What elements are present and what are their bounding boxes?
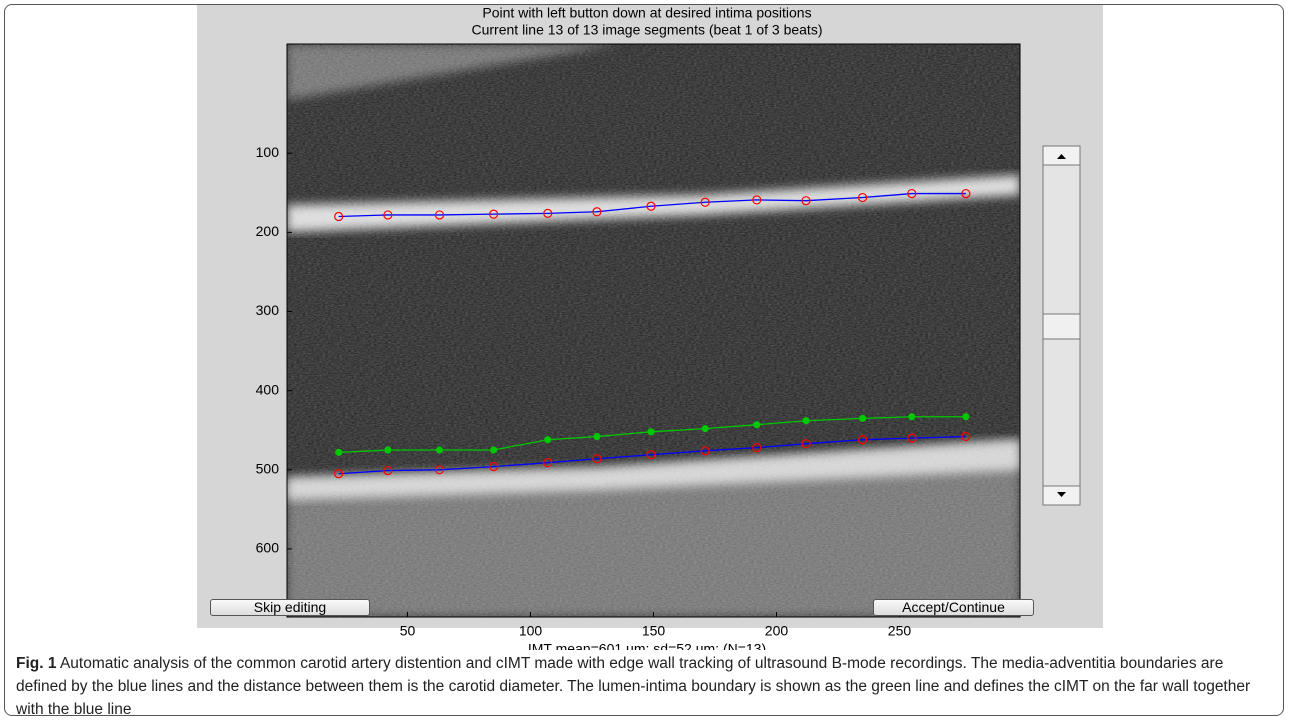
boundary-point <box>384 446 392 454</box>
caption-text: Automatic analysis of the common carotid… <box>16 655 1251 718</box>
boundary-point <box>489 462 499 472</box>
x-axis-label: IMT mean=601 um; sd=52 um; (N=13) <box>528 641 766 650</box>
y-tick-label: 500 <box>256 460 280 476</box>
boundary-point <box>802 417 810 425</box>
boundary-point <box>434 210 445 220</box>
figure-caption: Fig. 1 Automatic analysis of the common … <box>16 652 1278 721</box>
boundary-point <box>544 436 552 444</box>
y-tick-label: 300 <box>256 302 280 318</box>
y-tick-label: 400 <box>256 381 280 397</box>
x-tick-label: 200 <box>765 623 789 639</box>
boundary-point <box>646 201 656 211</box>
boundary-line <box>338 435 966 475</box>
figure-label: Fig. 1 <box>16 655 57 672</box>
boundary-point <box>700 446 710 456</box>
scrollbar[interactable] <box>1042 145 1081 506</box>
boundary-point <box>908 413 916 421</box>
boundary-point <box>752 443 762 453</box>
boundary-point <box>700 197 710 207</box>
figure-frame <box>4 4 1284 716</box>
boundary-point <box>435 446 444 454</box>
boundary-point <box>752 195 762 205</box>
y-tick-label: 100 <box>256 144 280 160</box>
skip-editing-button[interactable]: Skip editing <box>210 599 370 616</box>
boundary-point <box>489 209 499 219</box>
boundary-point <box>646 450 656 460</box>
chart-subtitle: Current line 13 of 13 image segments (be… <box>472 22 823 38</box>
boundary-point <box>907 188 917 199</box>
boundary-point <box>434 465 445 475</box>
chart-title: Point with left button down at desired i… <box>482 5 811 21</box>
boundary-point <box>383 210 393 220</box>
boundary-point <box>592 207 602 217</box>
boundary-point <box>592 454 602 464</box>
boundary-point <box>543 458 553 468</box>
boundary-point <box>961 188 971 199</box>
boundary-point <box>858 414 867 422</box>
boundary-point <box>907 433 917 443</box>
y-tick-label: 200 <box>256 223 280 239</box>
x-tick-label: 250 <box>888 623 912 639</box>
boundary-point <box>857 192 868 203</box>
ultrasound-image <box>287 44 1020 617</box>
boundary-point <box>801 439 811 449</box>
boundary-point <box>962 413 970 421</box>
boundary-point <box>543 208 553 218</box>
boundary-point <box>334 469 344 479</box>
x-tick-label: 50 <box>400 623 416 639</box>
x-tick-label: 100 <box>519 623 543 639</box>
boundary-point <box>961 431 971 442</box>
boundary-point <box>334 211 344 222</box>
boundary-point <box>490 446 498 454</box>
gui-window: Point with left button down at desired i… <box>197 5 1103 650</box>
boundary-point <box>647 428 655 436</box>
boundary-point <box>801 196 811 206</box>
boundary-point <box>753 421 761 429</box>
accept-continue-button[interactable]: Accept/Continue <box>873 599 1034 616</box>
boundary-point <box>593 432 601 441</box>
y-tick-label: 600 <box>256 540 280 556</box>
boundary-line <box>338 192 966 218</box>
x-tick-label: 150 <box>642 623 666 639</box>
boundary-point <box>857 435 868 445</box>
boundary-point <box>383 465 393 476</box>
boundary-point <box>335 448 343 456</box>
boundary-point <box>701 425 709 433</box>
